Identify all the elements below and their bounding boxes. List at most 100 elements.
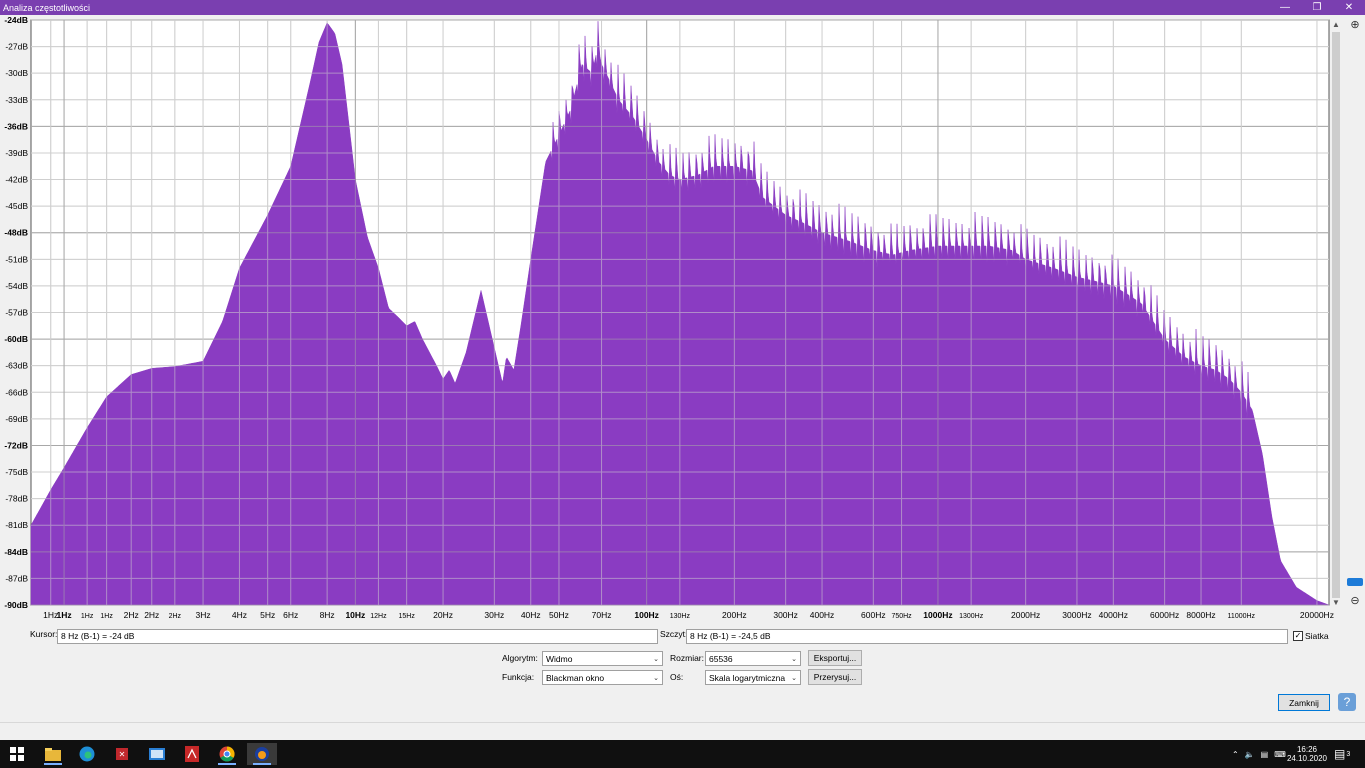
y-tick-label: -63dB bbox=[5, 361, 28, 371]
zoom-out-icon[interactable]: ⊖ bbox=[1350, 595, 1360, 607]
export-button[interactable]: Eksportuj... bbox=[808, 650, 862, 666]
y-tick-label: -54dB bbox=[5, 281, 28, 291]
function-select[interactable]: Blackman okno ⌄ bbox=[542, 670, 663, 685]
x-tick-label: 200Hz bbox=[722, 610, 747, 620]
x-tick-label: 8Hz bbox=[320, 610, 335, 620]
chrome-icon[interactable] bbox=[212, 743, 242, 765]
vertical-scrollbar[interactable]: ▲ ▼ bbox=[1330, 20, 1342, 608]
x-tick-label: 4000Hz bbox=[1099, 610, 1128, 620]
y-tick-label: -57dB bbox=[5, 308, 28, 318]
edge-icon[interactable] bbox=[72, 743, 102, 765]
x-tick-label: 2Hz bbox=[169, 613, 182, 620]
zoom-slider-thumb[interactable] bbox=[1347, 578, 1363, 586]
y-tick-label: -42dB bbox=[5, 175, 28, 185]
axis-select[interactable]: Skala logarytmiczna ⌄ bbox=[705, 670, 801, 685]
y-tick-label: -75dB bbox=[5, 467, 28, 477]
y-tick-label: -90dB bbox=[4, 600, 28, 610]
grid-checkbox[interactable]: ✓ Siatka bbox=[1293, 631, 1329, 641]
x-tick-label: 1Hz bbox=[81, 613, 94, 620]
x-tick-label: 11000Hz bbox=[1228, 613, 1256, 620]
y-tick-label: -60dB bbox=[4, 334, 28, 344]
algorithm-select[interactable]: Widmo ⌄ bbox=[542, 651, 663, 666]
algorithm-label: Algorytm: bbox=[502, 653, 538, 663]
file-explorer-icon[interactable] bbox=[38, 743, 68, 765]
function-label: Funkcja: bbox=[502, 672, 535, 682]
minimize-icon[interactable]: — bbox=[1280, 2, 1290, 13]
cursor-label: Kursor: bbox=[30, 629, 58, 639]
network-icon[interactable]: ▤ bbox=[1260, 749, 1269, 759]
x-tick-label: 20Hz bbox=[433, 610, 453, 620]
y-tick-label: -66dB bbox=[5, 387, 28, 397]
notification-count: 3 bbox=[1346, 750, 1351, 758]
y-tick-label: -36dB bbox=[4, 121, 28, 131]
chevron-down-icon: ⌄ bbox=[653, 655, 659, 663]
y-tick-label: -81dB bbox=[5, 520, 28, 530]
system-tray: ⌃ 🔈 ▤ ⌨ bbox=[1232, 740, 1286, 768]
close-button[interactable]: Zamknij bbox=[1278, 694, 1330, 711]
x-tick-label: 100Hz bbox=[634, 610, 659, 620]
y-tick-label: -69dB bbox=[5, 414, 28, 424]
clock-date: 24.10.2020 bbox=[1286, 754, 1328, 763]
x-tick-label: 3000Hz bbox=[1062, 610, 1091, 620]
divider bbox=[0, 722, 1365, 723]
audacity-icon[interactable] bbox=[247, 743, 277, 765]
spectrum-chart[interactable]: -24dB -27dB -30dB -33dB -36dB -39dB -42dB -45dB… bbox=[0, 15, 1365, 627]
scroll-down-icon[interactable]: ▼ bbox=[1332, 598, 1340, 607]
size-label: Rozmiar: bbox=[670, 653, 705, 663]
y-tick-label: -51dB bbox=[5, 254, 28, 264]
clock[interactable]: 16:26 24.10.2020 bbox=[1286, 740, 1328, 768]
size-value: 65536 bbox=[709, 653, 733, 664]
x-tick-label: 6Hz bbox=[283, 610, 298, 620]
function-value: Blackman okno bbox=[546, 672, 605, 683]
algorithm-label-row: Algorytm: bbox=[502, 653, 538, 663]
app-red-icon[interactable]: ✕ bbox=[107, 743, 137, 765]
mail-icon[interactable] bbox=[142, 743, 172, 765]
x-tick-label: 20000Hz bbox=[1300, 610, 1334, 620]
x-tick-label: 4Hz bbox=[232, 610, 247, 620]
axis-label-row: Oś: bbox=[670, 672, 683, 682]
y-tick-label: -27dB bbox=[5, 42, 28, 52]
scroll-up-icon[interactable]: ▲ bbox=[1332, 20, 1340, 29]
x-tick-label: 1Hz bbox=[43, 610, 58, 620]
speaker-icon[interactable]: 🔈 bbox=[1244, 749, 1255, 759]
notification-icon[interactable]: ▤ bbox=[1334, 747, 1346, 761]
redraw-button[interactable]: Przerysuj... bbox=[808, 669, 862, 685]
chevron-down-icon: ⌄ bbox=[653, 674, 659, 682]
start-icon[interactable] bbox=[2, 743, 32, 765]
y-tick-label: -48dB bbox=[4, 228, 28, 238]
zoom-controls: ⊕ ⊖ bbox=[1345, 15, 1365, 615]
x-tick-label: 15Hz bbox=[398, 613, 415, 620]
y-tick-label: -84dB bbox=[4, 547, 28, 557]
size-select[interactable]: 65536 ⌄ bbox=[705, 651, 801, 666]
x-tick-label: 50Hz bbox=[549, 610, 569, 620]
pdf-icon[interactable] bbox=[177, 743, 207, 765]
y-tick-label: -87dB bbox=[5, 573, 28, 583]
zoom-in-icon[interactable]: ⊕ bbox=[1350, 19, 1360, 31]
axis-value: Skala logarytmiczna bbox=[709, 672, 786, 683]
notification-center[interactable]: ▤ 3 bbox=[1334, 740, 1350, 768]
x-tick-label: 1300Hz bbox=[959, 613, 984, 620]
help-icon[interactable]: ? bbox=[1338, 693, 1356, 711]
x-tick-label: 40Hz bbox=[521, 610, 541, 620]
x-tick-label: 30Hz bbox=[484, 610, 504, 620]
function-label-row: Funkcja: bbox=[502, 672, 534, 682]
chevron-up-icon[interactable]: ⌃ bbox=[1232, 749, 1239, 759]
grid-overlay bbox=[31, 19, 1329, 606]
window-titlebar: Analiza częstotliwości — ❐ ✕ bbox=[0, 0, 1365, 15]
keyboard-icon[interactable]: ⌨ bbox=[1274, 749, 1286, 759]
y-axis: -24dB -27dB -30dB -33dB -36dB -39dB -42dB -45dB… bbox=[4, 15, 28, 610]
scrollbar-thumb[interactable] bbox=[1332, 32, 1340, 598]
grid-checkbox-box[interactable]: ✓ bbox=[1293, 631, 1303, 641]
x-tick-label: 2Hz bbox=[124, 610, 139, 620]
x-tick-label: 10Hz bbox=[345, 610, 365, 620]
grid-checkbox-label: Siatka bbox=[1305, 631, 1329, 641]
y-tick-label: -39dB bbox=[5, 148, 28, 158]
peak-label: Szczyt: bbox=[660, 629, 688, 639]
x-tick-label: 600Hz bbox=[861, 610, 886, 620]
peak-row: Szczyt: bbox=[660, 629, 687, 639]
close-icon[interactable]: ✕ bbox=[1344, 2, 1354, 13]
cursor-row: Kursor: bbox=[30, 629, 57, 639]
x-tick-label: 8000Hz bbox=[1186, 610, 1215, 620]
restore-icon[interactable]: ❐ bbox=[1312, 2, 1322, 13]
